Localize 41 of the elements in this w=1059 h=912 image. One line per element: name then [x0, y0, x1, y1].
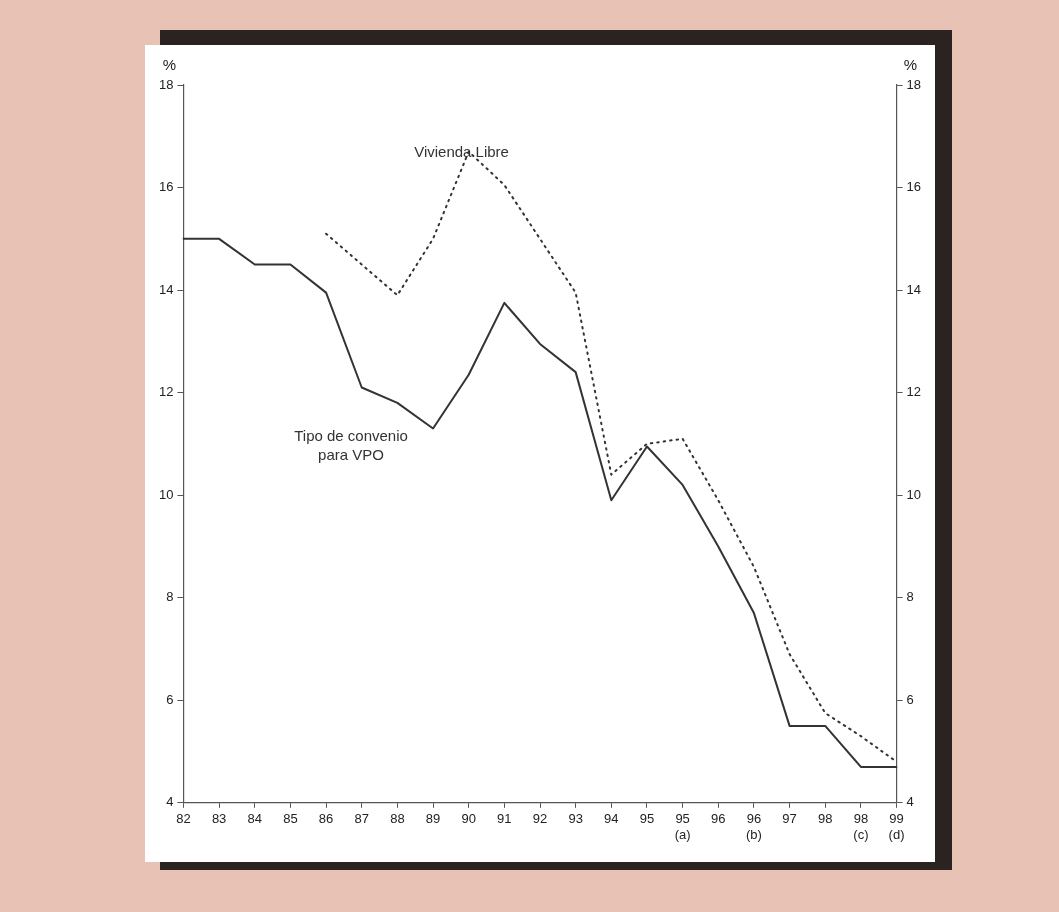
- x-tick-label: 95 (a): [674, 811, 691, 842]
- y2-tick-label: 18: [906, 76, 922, 92]
- x-tick-label: 97: [782, 811, 797, 827]
- y2-tick-label: 16: [906, 179, 922, 195]
- y2-tick-label: 8: [906, 589, 914, 605]
- y-tick-label: 12: [158, 384, 174, 400]
- y-tick-label: 14: [158, 281, 174, 297]
- x-tick-label: 92: [532, 811, 548, 827]
- x-tick-label: 83: [211, 811, 227, 827]
- y2-tick-label: 12: [906, 384, 922, 400]
- y2-tick-label: 10: [906, 486, 922, 502]
- x-tick-label: 88: [390, 811, 405, 827]
- y-tick-label: 18: [158, 76, 174, 92]
- x-tick-label: 89: [425, 811, 441, 827]
- x-tick-label: 93: [568, 811, 583, 827]
- x-tick-label: 82: [176, 811, 191, 827]
- x-tick-label: 87: [354, 811, 369, 827]
- y2-axis-title: %: [903, 55, 918, 73]
- y2-tick-label: 14: [906, 281, 922, 297]
- y-tick-label: 10: [158, 486, 174, 502]
- x-tick-label: 94: [604, 811, 619, 827]
- x-tick-label: 90: [461, 811, 476, 827]
- x-tick-label: 85: [283, 811, 298, 827]
- x-tick-label: 84: [247, 811, 262, 827]
- x-tick-label: 98 (c): [853, 811, 869, 842]
- y2-tick-label: 4: [906, 794, 914, 810]
- x-tick-label: 98: [818, 811, 833, 827]
- series-label: Tipo de convenio para VPO: [294, 426, 408, 463]
- x-tick-label: 91: [497, 811, 512, 827]
- y-tick-label: 16: [158, 179, 174, 195]
- x-tick-label: 86: [318, 811, 334, 827]
- x-tick-label: 95: [639, 811, 655, 827]
- x-tick-label: 96: [711, 811, 726, 827]
- y-tick-label: 6: [166, 691, 174, 707]
- x-tick-label: 99 (d): [888, 811, 905, 842]
- y-axis-title: %: [162, 55, 177, 73]
- y2-tick-label: 6: [906, 691, 914, 707]
- y-tick-label: 8: [166, 589, 174, 605]
- y-tick-label: 4: [166, 794, 174, 810]
- x-tick-label: 96 (b): [745, 811, 762, 842]
- series-label: Vivienda Libre: [414, 143, 509, 161]
